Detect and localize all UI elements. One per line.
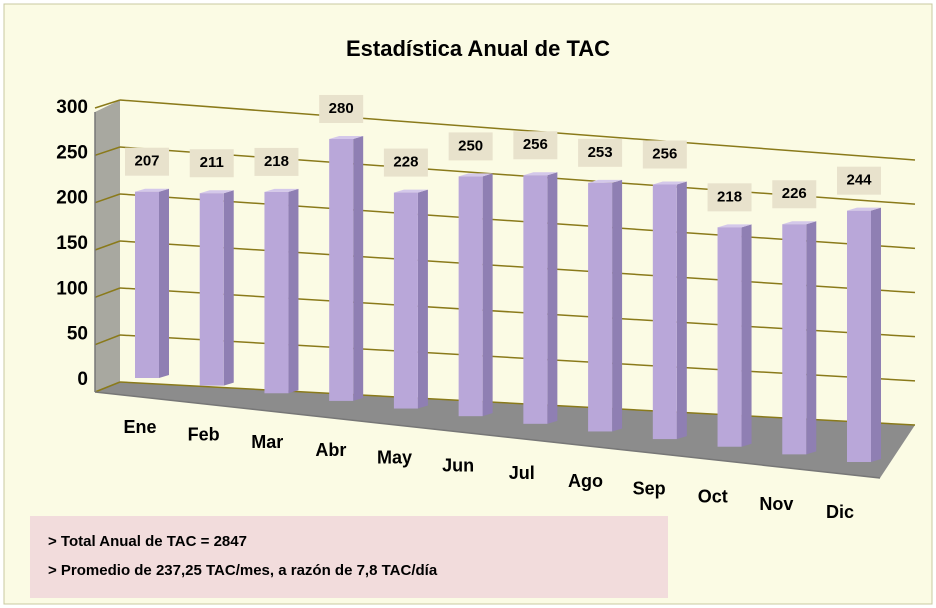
chart-title: Estadística Anual de TAC	[346, 36, 610, 61]
bar-side	[353, 135, 364, 401]
bar-side	[612, 179, 623, 432]
x-tick-label: Ago	[568, 471, 603, 491]
value-label-box	[578, 138, 623, 167]
value-label-box	[319, 94, 364, 123]
bar	[329, 138, 354, 401]
left-wall-grid	[94, 193, 121, 204]
y-tick-label: 250	[56, 142, 88, 163]
bar	[588, 182, 613, 432]
y-tick-label: 150	[56, 233, 88, 254]
y-tick-label: 50	[67, 324, 88, 345]
bar	[264, 191, 289, 394]
bar-top	[847, 207, 881, 211]
x-tick-label: May	[377, 448, 412, 468]
value-label-box	[189, 149, 234, 178]
x-tick-label: Jul	[509, 463, 535, 483]
bar-top	[588, 179, 623, 183]
x-tick-label: Jun	[442, 455, 474, 475]
left-wall-grid	[94, 99, 121, 109]
value-label-box	[254, 147, 299, 176]
value-label: 280	[329, 100, 354, 117]
value-label: 256	[652, 145, 677, 162]
bar-top	[523, 172, 558, 176]
bar	[135, 191, 159, 378]
bar-side	[547, 172, 558, 424]
bar	[652, 184, 677, 440]
bar-top	[458, 173, 493, 177]
bar-top	[135, 188, 169, 192]
bar-side	[871, 207, 881, 462]
note: > Promedio de 237,25 TAC/mes, a razón de…	[48, 562, 438, 579]
value-label: 218	[717, 188, 742, 205]
bar-top	[329, 135, 364, 139]
value-label: 226	[782, 185, 807, 202]
x-axis	[94, 391, 881, 479]
y-tick-label: 0	[77, 369, 88, 390]
bar-top	[652, 181, 687, 185]
bar-top	[782, 221, 817, 225]
bar-side	[482, 173, 493, 417]
note: > Total Anual de TAC = 2847	[48, 533, 247, 550]
value-label: 256	[523, 136, 548, 153]
value-label-box	[707, 183, 752, 212]
value-label: 218	[264, 153, 289, 170]
x-tick-label: Ene	[123, 417, 156, 437]
value-label: 228	[393, 154, 418, 171]
y-tick-label: 200	[56, 188, 88, 209]
notes-box	[30, 516, 668, 598]
value-label: 250	[458, 137, 483, 154]
x-tick-label: Dic	[826, 502, 854, 522]
value-label: 207	[134, 153, 159, 170]
x-tick-label: Oct	[698, 486, 728, 506]
bar	[458, 176, 483, 417]
x-tick-label: Mar	[251, 432, 283, 452]
bar-side	[159, 188, 169, 378]
left-wall-grid	[94, 240, 121, 251]
bar	[393, 192, 418, 409]
value-label-box	[125, 147, 169, 176]
bar	[199, 193, 224, 386]
bar	[717, 227, 742, 447]
grid-line	[119, 99, 916, 161]
bar-side	[223, 190, 234, 386]
left-wall-grid	[94, 334, 121, 346]
bar-side	[288, 188, 299, 394]
bar	[847, 210, 871, 462]
value-label-box	[448, 132, 493, 161]
left-wall-grid	[94, 381, 121, 393]
value-label-box	[642, 140, 687, 169]
bar	[523, 175, 548, 424]
value-label: 244	[846, 172, 872, 189]
left-wall-grid	[94, 146, 121, 157]
left-wall-grid	[94, 287, 121, 299]
value-label-box	[383, 148, 428, 177]
bar-top	[393, 189, 428, 193]
value-label-box	[837, 166, 881, 195]
bar-top	[264, 188, 299, 192]
bar	[782, 224, 807, 455]
value-label: 253	[588, 144, 613, 161]
x-tick-label: Feb	[188, 424, 220, 444]
bar-top	[717, 224, 752, 228]
floor	[95, 382, 915, 478]
bar-side	[806, 221, 817, 455]
bar-top	[199, 190, 234, 194]
x-tick-label: Nov	[759, 494, 793, 514]
bar-side	[741, 224, 752, 447]
y-tick-label: 100	[56, 278, 88, 299]
x-tick-label: Abr	[315, 440, 346, 460]
bar-side	[417, 189, 428, 409]
bar-side	[676, 181, 687, 440]
value-label-box	[513, 131, 558, 160]
y-tick-label: 300	[56, 97, 88, 118]
value-label-box	[772, 180, 817, 209]
x-tick-label: Sep	[633, 479, 666, 499]
value-label: 211	[200, 154, 224, 171]
